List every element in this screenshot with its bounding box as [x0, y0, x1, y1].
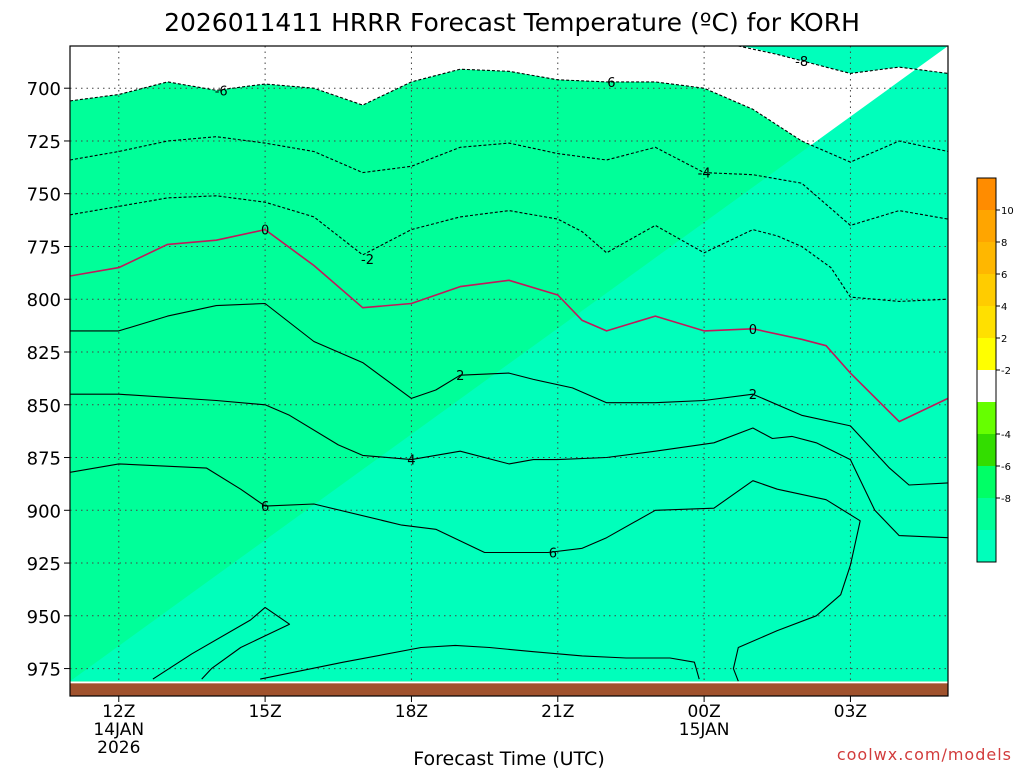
- contour-0: [70, 228, 948, 423]
- x-tick-label: 12Z: [102, 702, 135, 722]
- y-tick-label: 900: [27, 501, 61, 522]
- y-tick-label: 850: [27, 396, 61, 417]
- colorbar-label: -8: [1001, 494, 1011, 505]
- contour-lines: [70, 46, 948, 682]
- contour-labels: -6 6 -8 -4 -2 0 0 2 2 4 6 6: [215, 55, 808, 562]
- x-tick-label: 15Z: [248, 702, 281, 722]
- contour--8: [738, 46, 948, 74]
- band--8: [70, 46, 948, 682]
- contour-label: -6: [215, 84, 228, 99]
- y-tick-label: 750: [27, 185, 61, 206]
- x-axis-label: Forecast Time (UTC): [413, 748, 604, 768]
- y-tick-label: 800: [27, 290, 61, 311]
- contour--4: [70, 136, 948, 226]
- contour-label: -4: [698, 167, 711, 182]
- y-tick-label: 700: [27, 79, 61, 100]
- contour-label: 6: [607, 76, 615, 91]
- y-tick-label: 875: [27, 449, 61, 470]
- contour-label: 2: [456, 369, 464, 384]
- contour-label: 4: [407, 454, 415, 469]
- x-tick-label: 14JAN: [93, 720, 144, 740]
- ground: [70, 683, 948, 696]
- colorbar-swatch: [977, 178, 996, 210]
- contour-label: -2: [361, 253, 374, 268]
- colorbar-label: -6: [1001, 462, 1011, 473]
- colorbar-label: 2: [1001, 334, 1007, 345]
- y-tick-label: 925: [27, 554, 61, 575]
- temperature-bands: [70, 46, 948, 696]
- colorbar-swatch: [977, 434, 996, 466]
- colorbar-swatch: [977, 370, 996, 402]
- colorbar-swatch: [977, 306, 996, 338]
- contour-8: [260, 644, 700, 680]
- y-axis: 700 725 750 775 800 825 850 875 900 925 950 975: [27, 79, 70, 681]
- colorbar-swatch: [977, 402, 996, 434]
- contour--6: [70, 68, 948, 163]
- colorbar-swatch: [977, 466, 996, 498]
- y-tick-label: 775: [27, 237, 61, 258]
- colorbar-swatch: [977, 274, 996, 306]
- colorbar-label: 6: [1001, 270, 1007, 281]
- colorbar-swatch: [977, 210, 996, 242]
- colorbar-label: 8: [1001, 238, 1007, 249]
- colorbar-swatch: [977, 242, 996, 274]
- contour-label: 2: [749, 388, 757, 403]
- x-tick-label: 03Z: [834, 702, 867, 722]
- colorbar-label: 4: [1001, 302, 1007, 313]
- plot-area: -6 6 -8 -4 -2 0 0 2 2 4 6 6: [69, 45, 949, 697]
- contour-label: 0: [261, 224, 269, 239]
- colorbar-label: -4: [1001, 430, 1011, 441]
- contour--2: [70, 195, 948, 302]
- contour-4: [70, 393, 948, 539]
- chart-title: 2026011411 HRRR Forecast Temperature (ºC…: [164, 8, 860, 37]
- colorbar-swatch: [977, 530, 996, 562]
- colorbar-label: 10: [1001, 206, 1014, 217]
- colorbar-swatch: [977, 338, 996, 370]
- x-tick-label: 00Z: [687, 702, 720, 722]
- contour-label: 0: [749, 323, 757, 338]
- colorbar-label: -2: [1001, 366, 1011, 377]
- y-tick-label: 725: [27, 132, 61, 153]
- contour-6: [152, 606, 291, 680]
- y-tick-label: 950: [27, 607, 61, 628]
- credit-text: coolwx.com/models: [837, 745, 1012, 764]
- x-tick-label: 21Z: [541, 702, 574, 722]
- plot-frame: [69, 45, 949, 697]
- x-tick-label: 15JAN: [679, 720, 730, 740]
- gridlines: [70, 46, 948, 696]
- x-tick-label: 18Z: [395, 702, 428, 722]
- colorbar: 10 8 6 4 2 -2 -4 -6 -8: [976, 177, 1014, 563]
- contour-label: -8: [795, 55, 808, 70]
- y-tick-label: 975: [27, 660, 61, 681]
- x-tick-label: 2026: [97, 738, 140, 758]
- colorbar-swatch: [977, 498, 996, 530]
- contour-2: [70, 302, 948, 486]
- y-tick-label: 825: [27, 343, 61, 364]
- contour-label: 6: [549, 546, 557, 561]
- contour-6: [70, 463, 861, 682]
- contour-label: 6: [261, 500, 269, 515]
